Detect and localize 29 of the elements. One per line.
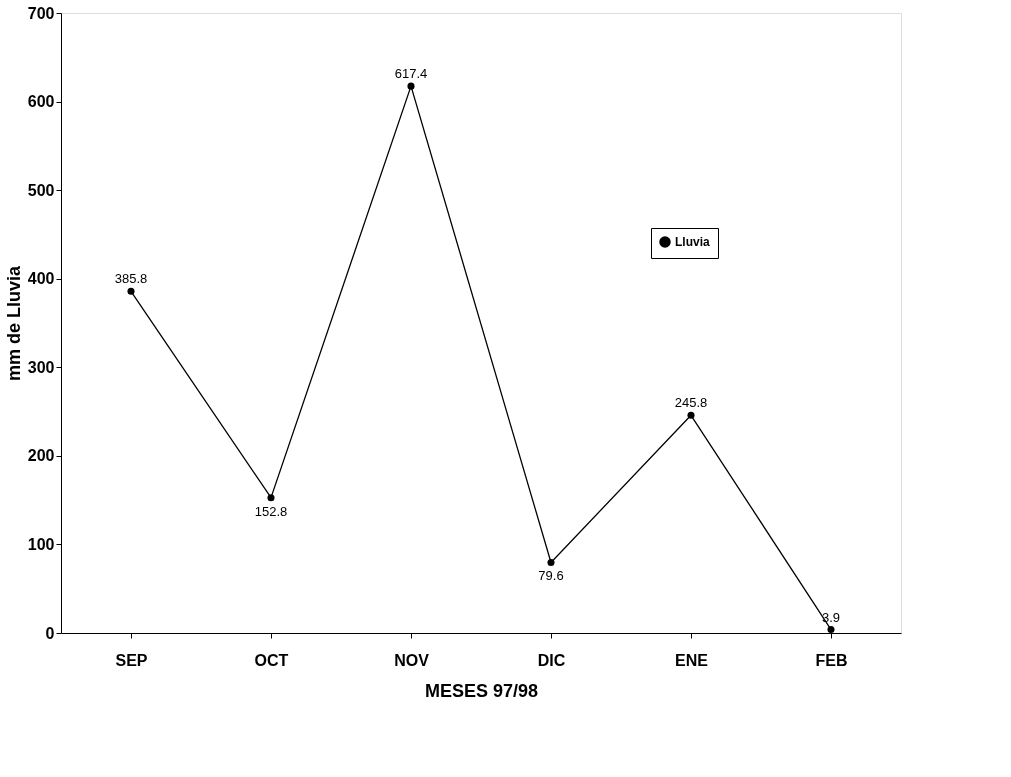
y-tick-label: 600 — [27, 93, 55, 111]
y-tick-label: 0 — [45, 624, 55, 642]
x-axis-title: MESES 97/98 — [424, 680, 539, 701]
data-label: 245.8 — [674, 395, 708, 411]
data-label: 3.9 — [821, 609, 841, 625]
y-tick-label: 200 — [27, 447, 55, 465]
point — [407, 82, 415, 90]
y-tick-label: 300 — [27, 358, 55, 376]
point — [127, 287, 135, 295]
x-tick-label: SEP — [115, 651, 148, 669]
point — [827, 626, 835, 634]
y-tick-label: 500 — [27, 181, 55, 199]
data-label: 617.4 — [394, 66, 428, 82]
data-label: 385.8 — [114, 271, 148, 287]
x-tick-label: OCT — [254, 651, 289, 669]
point — [267, 494, 275, 502]
y-axis-title: mm de Lluvia — [3, 265, 24, 382]
data-label: 152.8 — [254, 503, 288, 519]
point — [547, 558, 555, 567]
x-tick-label: ENE — [675, 651, 709, 669]
point — [687, 411, 695, 419]
data-label: 79.6 — [538, 568, 564, 584]
legend-label: Lluvia — [675, 235, 710, 249]
x-tick-label: DIC — [537, 651, 566, 669]
y-tick-label: 400 — [27, 270, 55, 288]
x-tick-label: FEB — [815, 651, 848, 669]
y-tick-label: 100 — [27, 535, 55, 553]
y-tick-label: 700 — [27, 4, 55, 22]
x-tick-label: NOV — [394, 651, 430, 669]
